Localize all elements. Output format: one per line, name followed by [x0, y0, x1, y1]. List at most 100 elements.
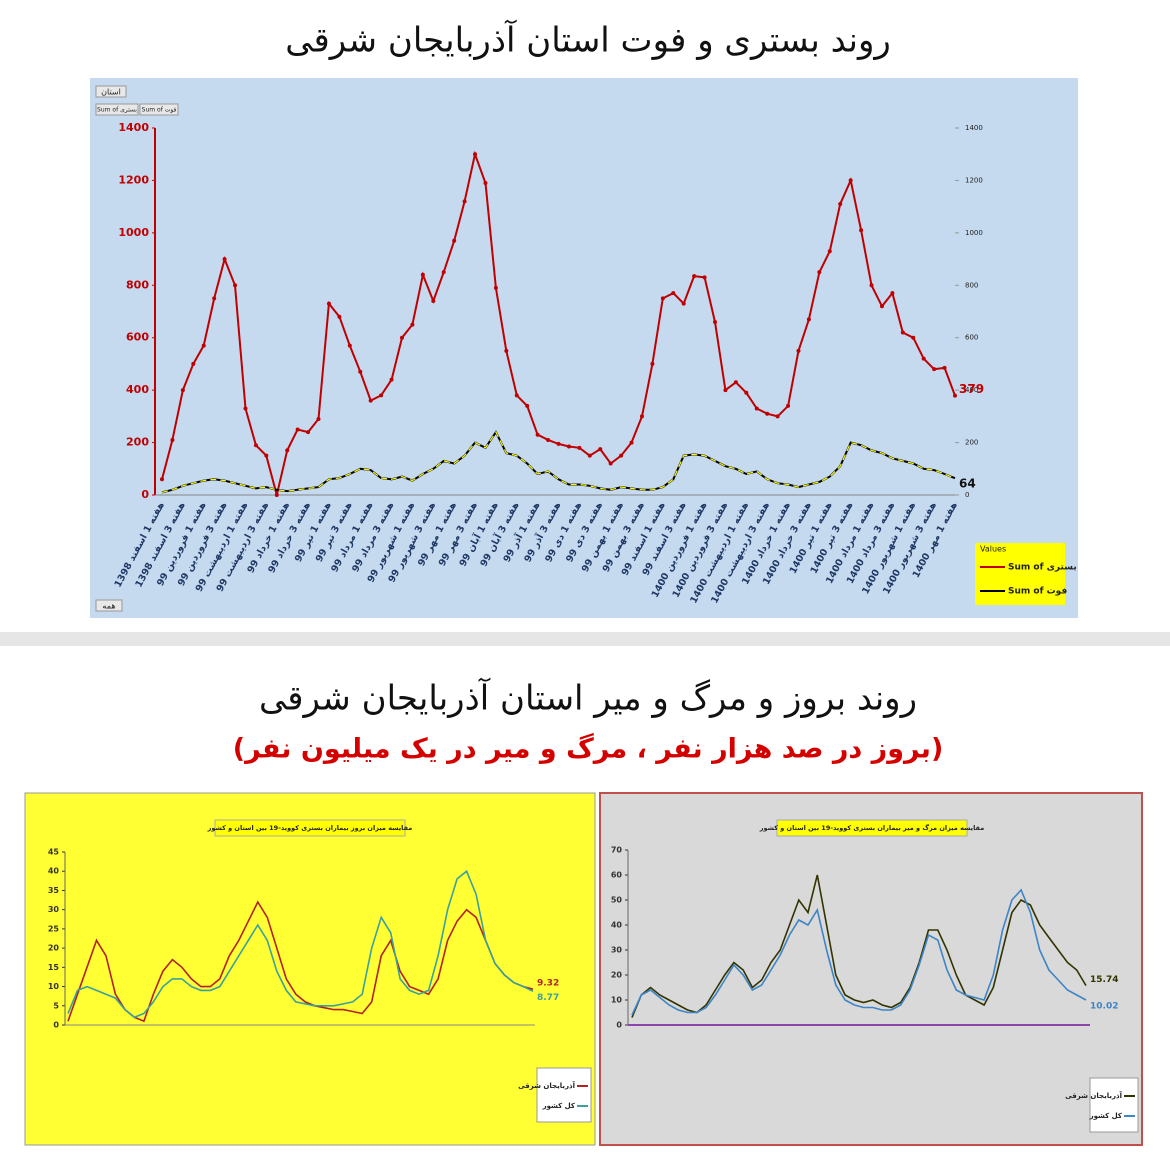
chart-title-box: [214, 819, 406, 837]
point: [368, 398, 373, 403]
field-button[interactable]: [95, 103, 139, 116]
point: [733, 380, 738, 385]
point: [452, 238, 457, 243]
point: [326, 301, 331, 306]
y-tick-label: 1200: [118, 173, 149, 186]
y-tick-label: 30: [48, 905, 60, 914]
y-tick-label: 800: [126, 278, 149, 291]
point: [608, 461, 613, 466]
point: [817, 270, 822, 275]
point: [233, 283, 238, 288]
point: [566, 444, 571, 449]
field-label: Sum of فوت: [142, 107, 177, 114]
y-tick-label: 400: [126, 383, 149, 396]
point: [671, 291, 676, 296]
separator: [0, 632, 1170, 646]
point: [170, 437, 175, 442]
y2-tick-label: 1000: [965, 229, 983, 237]
all-button[interactable]: [95, 599, 123, 612]
title: روند بروز و مرگ و میر استان آذربایجان شر…: [259, 678, 917, 719]
y-tick-label: 50: [611, 896, 623, 905]
y-tick-label: 10: [48, 982, 60, 991]
point: [702, 275, 707, 280]
point: [201, 343, 206, 348]
point: [577, 445, 582, 450]
point: [306, 430, 311, 435]
point: [953, 393, 957, 398]
point: [358, 369, 363, 374]
field-button[interactable]: [139, 103, 179, 116]
y2-tick-label: 1200: [965, 176, 983, 184]
legend: [975, 543, 1065, 605]
point: [347, 343, 352, 348]
point: [243, 406, 248, 411]
line: [631, 888, 1087, 1016]
point: [681, 301, 686, 306]
legend-label: آذربایجان شرقی: [1065, 1091, 1122, 1100]
point: [462, 199, 467, 204]
y-tick-label: 70: [611, 846, 623, 855]
y-tick-label: 20: [611, 971, 623, 980]
point: [253, 443, 258, 448]
point: [504, 348, 509, 353]
y-tick-label: 600: [126, 331, 149, 344]
point: [942, 365, 947, 370]
chart-background: [24, 792, 596, 1146]
y-tick-label: 15: [48, 963, 60, 972]
y-tick-label: 200: [126, 436, 149, 449]
point: [692, 274, 697, 279]
all-label: همه: [102, 602, 115, 611]
chart-background: [90, 78, 1078, 618]
end-label: 64: [959, 477, 976, 491]
point: [546, 437, 551, 442]
point: [921, 356, 926, 361]
line: [631, 874, 1087, 1018]
point: [639, 414, 644, 419]
y-tick-label: 30: [611, 946, 623, 955]
point: [723, 388, 728, 393]
y2-tick-label: 200: [965, 439, 978, 447]
point: [212, 296, 217, 301]
y-tick-label: 60: [611, 871, 623, 880]
point: [389, 377, 394, 382]
point: [848, 178, 853, 183]
point: [900, 330, 905, 335]
point: [514, 393, 519, 398]
filter-label: استان: [101, 88, 121, 97]
point: [379, 393, 384, 398]
point: [420, 272, 425, 277]
point: [806, 317, 811, 322]
point: [180, 388, 185, 393]
point: [431, 299, 436, 304]
point: [274, 493, 279, 497]
point: [869, 283, 874, 288]
point: [535, 432, 540, 437]
point: [838, 202, 843, 207]
filter-button[interactable]: [95, 85, 127, 98]
legend-label: آذربایجان شرقی: [518, 1081, 575, 1090]
y2-tick-label: 400: [965, 386, 978, 394]
point: [473, 152, 478, 157]
y-tick-label: 40: [48, 867, 60, 876]
point: [410, 322, 415, 327]
point: [765, 411, 770, 416]
legend-title: Values: [980, 545, 1006, 554]
legend-label: Sum of فوت: [1008, 587, 1067, 597]
y-tick-label: 45: [48, 848, 60, 857]
point: [295, 427, 300, 432]
line-dash: [161, 430, 956, 493]
point: [619, 453, 624, 458]
point: [556, 441, 561, 446]
line: [67, 869, 534, 1019]
chart-title: مقایسه میزان مرگ و میر بیماران بستری کوو…: [759, 823, 984, 832]
point: [222, 257, 227, 262]
point: [879, 304, 884, 309]
y-tick-label: 10: [611, 996, 623, 1005]
point: [775, 414, 780, 419]
point: [493, 285, 498, 290]
y-tick-label: 25: [48, 924, 60, 933]
subtitle: (بروز در صد هزار نفر ، مرگ و میر در یک م…: [233, 733, 944, 765]
point: [796, 348, 801, 353]
y-tick-label: 35: [48, 886, 60, 895]
